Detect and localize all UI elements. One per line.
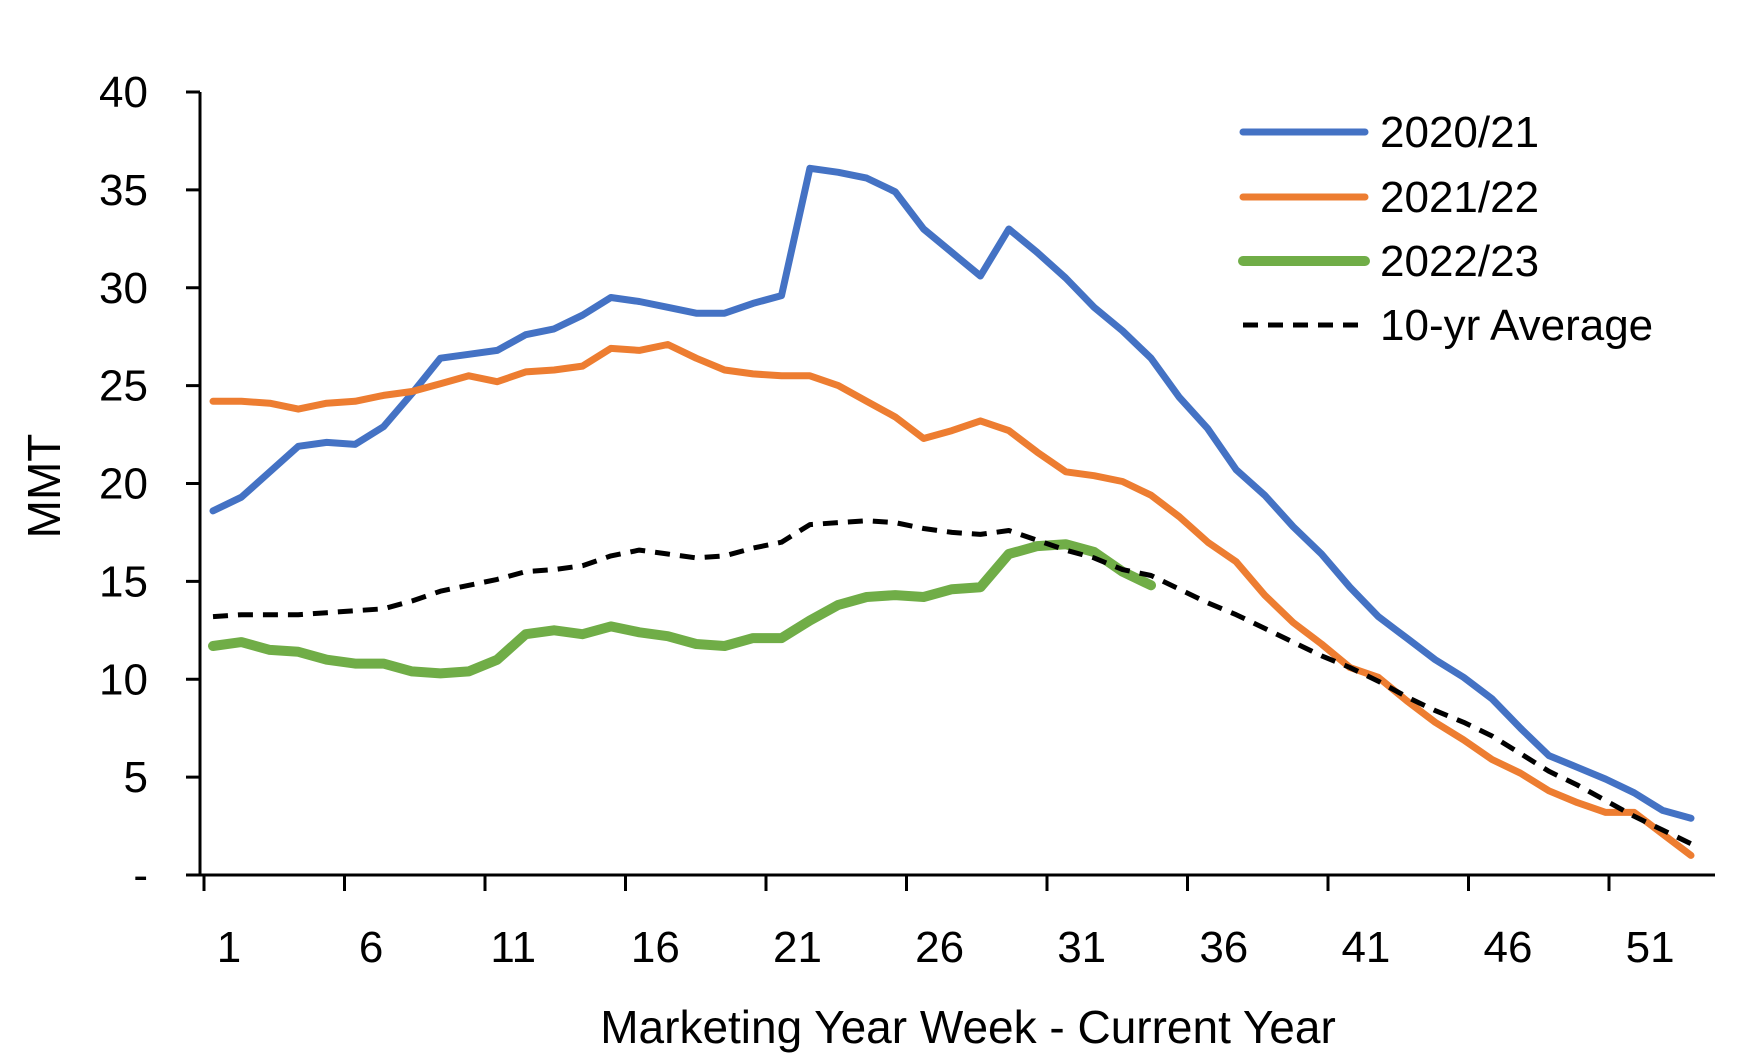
legend-label-2022-23: 2022/23 — [1380, 237, 1539, 286]
y-tick-label: 25 — [99, 362, 148, 411]
y-axis-title: MMT — [18, 434, 70, 539]
x-tick-label: 46 — [1484, 923, 1533, 972]
x-tick-label: 1 — [217, 923, 241, 972]
y-tick-label: 35 — [99, 166, 148, 215]
x-tick-label: 21 — [773, 923, 822, 972]
x-tick-label: 31 — [1057, 923, 1106, 972]
y-tick-label: 15 — [99, 557, 148, 606]
series-line-2020-21 — [209, 164, 1695, 822]
y-tick-label: 40 — [99, 68, 148, 117]
x-tick-label: 11 — [490, 923, 536, 972]
y-tick-label: 10 — [99, 655, 148, 704]
y-tick-label: 5 — [124, 753, 148, 802]
x-axis-title: Marketing Year Week - Current Year — [600, 1001, 1336, 1053]
series-lines — [208, 164, 1695, 859]
x-tick-label: 6 — [359, 923, 383, 972]
y-tick-label: - — [133, 851, 148, 900]
legend: 2020/21 2021/22 2022/23 10-yr Average — [1238, 108, 1653, 350]
series-line-2021-22 — [209, 341, 1695, 859]
x-tick-label: 41 — [1341, 923, 1390, 972]
legend-label-2021-22: 2021/22 — [1380, 173, 1539, 222]
series-line-2022-23 — [208, 539, 1156, 679]
x-tick-label: 26 — [915, 923, 964, 972]
x-tick-label: 51 — [1626, 923, 1675, 972]
x-tick-label: 16 — [631, 923, 680, 972]
y-tick-label: 20 — [99, 460, 148, 509]
x-tick-label: 36 — [1199, 923, 1248, 972]
legend-label-2020-21: 2020/21 — [1380, 108, 1539, 157]
legend-label-10-yr-average: 10-yr Average — [1380, 301, 1653, 350]
series-line-10-yr-average — [212, 518, 1693, 846]
y-tick-label: 30 — [99, 264, 148, 313]
